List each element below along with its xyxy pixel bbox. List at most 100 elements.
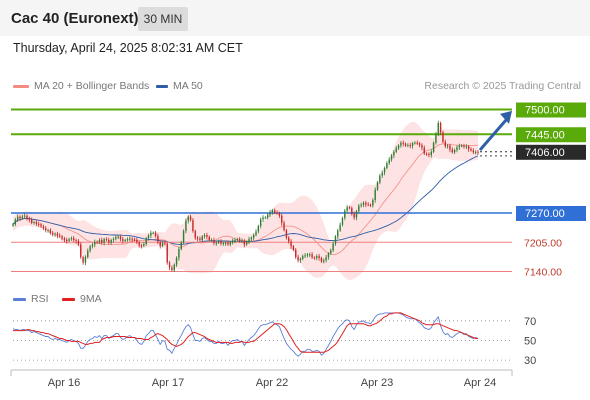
level-label-7140.00: 7140.00 — [524, 267, 562, 279]
candle-body — [222, 243, 225, 245]
candle-body — [449, 145, 451, 150]
candle-body — [411, 143, 414, 146]
candle-body — [201, 236, 203, 240]
legend-ma20-bollinger: MA 20 + Bollinger Bands — [13, 80, 149, 92]
candle-body — [66, 240, 68, 241]
candle-body — [150, 232, 152, 236]
candle-body — [273, 210, 276, 213]
forecast-arrow-head — [500, 110, 512, 124]
level-tag-7500.00 — [516, 102, 586, 118]
candle-body — [330, 250, 332, 254]
candle-body — [374, 189, 376, 200]
candle-body — [84, 257, 87, 263]
candle-body — [115, 237, 117, 240]
candle-body — [119, 236, 122, 240]
forecast-arrow-shaft — [478, 117, 509, 151]
candle-body — [126, 239, 129, 241]
candle-body — [372, 199, 374, 206]
candle-body — [14, 219, 17, 225]
candle-body — [138, 242, 140, 246]
candle-body — [259, 219, 262, 227]
candle-body — [320, 258, 323, 262]
candle-body — [117, 236, 119, 238]
candle-body — [344, 210, 346, 218]
candle-body — [437, 123, 439, 134]
candle-body — [236, 239, 239, 241]
candle-body — [430, 151, 432, 155]
candle-body — [309, 254, 311, 256]
candle-body — [257, 226, 260, 232]
candle-body — [129, 238, 131, 240]
candle-body — [26, 215, 28, 219]
candle-body — [187, 216, 189, 221]
bollinger-band-fill — [13, 121, 478, 281]
timestamp: Thursday, April 24, 2025 8:02:31 AM CET — [13, 41, 243, 55]
ma20-swatch — [13, 84, 29, 88]
level-tag-7270.00 — [516, 206, 586, 221]
candle-body — [292, 246, 295, 250]
9ma-swatch — [62, 297, 75, 301]
rsi-swatch — [13, 297, 26, 301]
candle-body — [194, 231, 196, 238]
candle-body — [351, 208, 353, 214]
candle-body — [208, 236, 211, 240]
candle-body — [87, 250, 89, 258]
rsi-tick-70: 70 — [524, 316, 536, 328]
candle-body — [299, 258, 302, 261]
candle-body — [196, 237, 199, 239]
candle-body — [472, 150, 475, 153]
candle-body — [30, 219, 33, 223]
candle-body — [446, 145, 449, 147]
candle-body — [358, 205, 360, 212]
candle-body — [238, 239, 241, 241]
candle-body — [94, 241, 96, 245]
candle-body — [465, 146, 468, 148]
candle-body — [215, 242, 218, 244]
candle-body — [278, 213, 281, 216]
candle-body — [463, 145, 465, 147]
candle-body — [199, 238, 201, 240]
candle-body — [145, 238, 147, 245]
candle-body — [143, 244, 145, 246]
candle-body — [271, 210, 274, 213]
candle-body — [442, 132, 444, 142]
rsi-line — [12, 312, 479, 357]
candle-body — [101, 240, 103, 243]
candle-body — [105, 239, 108, 241]
candle-body — [280, 215, 283, 223]
candle-body — [255, 231, 257, 236]
candle-body — [98, 240, 101, 243]
level-label-7445.00: 7445.00 — [525, 129, 565, 141]
candle-body — [28, 218, 31, 220]
candle-body — [334, 236, 337, 244]
candle-body — [189, 216, 192, 221]
candle-body — [73, 238, 75, 240]
candle-body — [355, 211, 358, 218]
legend-rsi: RSI — [13, 293, 49, 305]
candle-body — [173, 264, 175, 271]
candle-body — [248, 239, 250, 243]
candle-body — [414, 142, 416, 144]
timeframe-button[interactable]: 30 MIN — [138, 7, 188, 31]
candle-body — [369, 204, 372, 206]
candle-body — [332, 243, 334, 251]
candle-body — [42, 226, 45, 229]
instrument-title: Cac 40 (Euronext) — [11, 10, 139, 27]
legend-9ma: 9MA — [62, 293, 102, 305]
candle-body — [133, 239, 136, 241]
candle-body — [323, 260, 325, 262]
candle-body — [341, 217, 344, 225]
candle-body — [140, 245, 143, 247]
candle-body — [77, 240, 80, 245]
candle-body — [390, 155, 393, 160]
x-tick-label: Apr 23 — [361, 377, 393, 389]
candle-body — [168, 262, 171, 268]
candle-body — [456, 147, 458, 150]
candle-body — [285, 230, 288, 238]
candle-body — [89, 246, 91, 251]
level-label-7205.00: 7205.00 — [524, 237, 562, 249]
candle-body — [362, 202, 365, 205]
candle-body — [35, 222, 38, 224]
candle-body — [182, 231, 185, 243]
candle-body — [283, 222, 285, 231]
